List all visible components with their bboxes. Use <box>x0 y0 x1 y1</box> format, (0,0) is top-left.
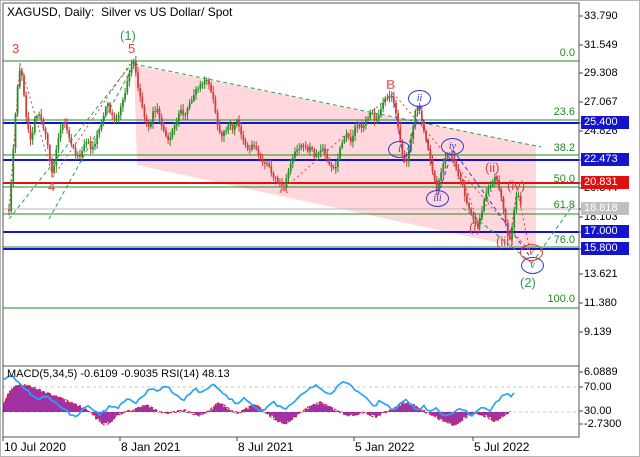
wave-circled-iv: iv <box>441 138 464 155</box>
indicator-label: MACD(5,34,5) -0.6109 -0.9035 RSI(14) 48.… <box>7 368 230 380</box>
macd-tick-label: 70.00 <box>584 381 612 393</box>
wave-label-B: B <box>386 77 396 92</box>
date-label: 8 Jan 2021 <box>121 440 181 454</box>
macd-tick-label: 30.00 <box>584 405 612 417</box>
red-trendline <box>452 150 480 226</box>
green-trendline <box>133 63 542 148</box>
wave-label-(2): (2) <box>520 275 536 290</box>
red-trendline <box>285 92 394 188</box>
blue-trendline <box>452 149 532 259</box>
wave-label-(i): (i) <box>469 220 481 235</box>
green-trendline <box>531 204 574 264</box>
date-label: 5 Jan 2022 <box>355 440 415 454</box>
price-tick-label: 27.067 <box>584 96 618 108</box>
price-tick-label: 33.790 <box>584 10 618 22</box>
red-trendline <box>478 174 498 226</box>
rsi-line <box>3 375 515 418</box>
macd-plot-frame <box>2 365 580 438</box>
fib-label: 50.0 <box>553 173 575 185</box>
blue-trendline <box>437 149 454 196</box>
wave-label-A: A <box>279 181 289 196</box>
fib-label: 38.2 <box>553 142 575 154</box>
date-label: 10 Jul 2020 <box>4 440 67 454</box>
price-badge-18.818: 18.818 <box>581 202 629 215</box>
fib-label: 76.0 <box>553 234 575 246</box>
price-badge-25.400: 25.400 <box>581 116 629 129</box>
blue-trendline <box>419 104 439 196</box>
fib-label: 23.6 <box>553 106 575 118</box>
price-tick-label: 11.380 <box>584 297 617 309</box>
chart-title: XAGUSD, Daily: Silver vs US Dollar/ Spot <box>7 5 233 19</box>
macd-signal-line <box>3 383 509 426</box>
price-badge-15.800: 15.800 <box>581 242 629 255</box>
wave-label-(1): (1) <box>120 28 136 43</box>
wave-label-4: 4 <box>48 179 56 194</box>
fib-label: 100.0 <box>547 293 575 305</box>
date-label: 5 Jul 2022 <box>474 440 530 454</box>
price-tick-label: 31.549 <box>584 39 618 51</box>
fib-label: 61.8 <box>553 199 575 211</box>
wave-circled-i: i <box>388 141 411 158</box>
price-tick-label: 29.308 <box>584 67 618 79</box>
wave-circled-iii: iii <box>426 190 449 207</box>
red-trendline <box>52 60 133 178</box>
price-tick-label: 13.621 <box>584 268 618 280</box>
wave-circled-v: v <box>520 244 543 261</box>
price-tick-label: 9.139 <box>584 326 612 338</box>
price-badge-22.473: 22.473 <box>581 153 629 166</box>
price-badge-17.000: 17.000 <box>581 225 629 238</box>
macd-tick-label: -2.7300 <box>584 418 622 430</box>
wave-circled-ii: ii <box>408 90 431 107</box>
wave-label-3: 3 <box>12 41 20 56</box>
price-badge-20.831: 20.831 <box>581 176 629 189</box>
macd-tick-label: 6.0889 <box>584 366 618 378</box>
date-label: 8 Jul 2021 <box>238 440 294 454</box>
wave-label-(ii): (ii) <box>485 160 500 175</box>
wave-label-(iv): (iv) <box>507 178 526 193</box>
macd-histogram <box>3 384 511 426</box>
red-trendline <box>516 188 531 252</box>
candles <box>8 55 522 246</box>
wave-label-(iii): (iii) <box>496 234 514 249</box>
wave-label-5: 5 <box>128 41 136 56</box>
fib-label: 0.0 <box>559 47 575 59</box>
